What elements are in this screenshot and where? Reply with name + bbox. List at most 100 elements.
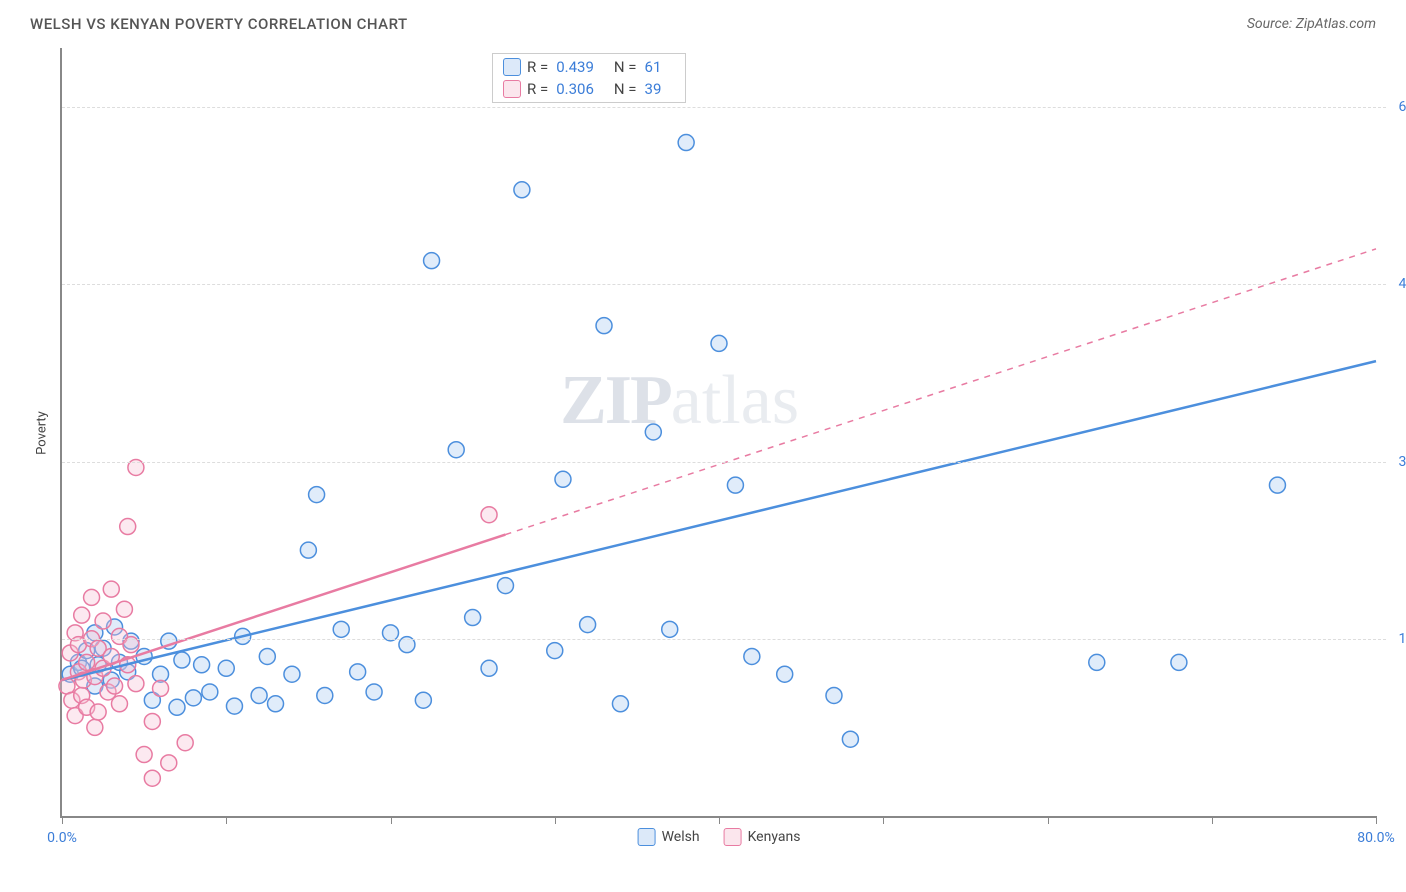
data-point	[218, 660, 234, 676]
x-tick	[391, 816, 392, 824]
data-point	[645, 424, 661, 440]
x-tick	[719, 816, 720, 824]
data-point	[842, 731, 858, 747]
legend-item: Kenyans	[724, 828, 801, 846]
legend-row: R = 0.439 N = 61	[503, 56, 675, 78]
data-point	[317, 687, 333, 703]
legend-swatch	[638, 828, 656, 846]
trend-line	[62, 361, 1376, 680]
data-point	[120, 519, 136, 535]
legend-swatch	[724, 828, 742, 846]
legend-item-label: Kenyans	[748, 829, 801, 845]
data-point	[251, 687, 267, 703]
grid-line	[62, 462, 1386, 463]
data-point	[1269, 477, 1285, 493]
data-point	[727, 477, 743, 493]
data-point	[415, 692, 431, 708]
legend-r-label: R =	[527, 58, 548, 76]
grid-line	[62, 107, 1386, 108]
series-legend: Welsh Kenyans	[638, 828, 801, 846]
data-point	[136, 747, 152, 763]
legend-item: Welsh	[638, 828, 700, 846]
data-point	[202, 684, 218, 700]
data-point	[1089, 654, 1105, 670]
grid-line	[62, 284, 1386, 285]
data-point	[333, 621, 349, 637]
data-point	[547, 643, 563, 659]
data-point	[777, 666, 793, 682]
x-tick	[62, 816, 63, 824]
data-point	[350, 664, 366, 680]
data-point	[662, 621, 678, 637]
data-point	[284, 666, 300, 682]
legend-item-label: Welsh	[662, 829, 700, 845]
data-point	[268, 696, 284, 712]
data-point	[169, 699, 185, 715]
x-tick	[883, 816, 884, 824]
legend-swatch	[503, 80, 521, 98]
y-tick-label: 15.0%	[1398, 631, 1406, 647]
data-point	[194, 657, 210, 673]
data-point	[79, 654, 95, 670]
data-point	[177, 735, 193, 751]
y-axis-label: Poverty	[34, 411, 49, 455]
data-point	[309, 487, 325, 503]
x-tick	[1048, 816, 1049, 824]
y-tick-label: 45.0%	[1398, 276, 1406, 292]
data-point	[300, 542, 316, 558]
chart-header: WELSH VS KENYAN POVERTY CORRELATION CHAR…	[10, 10, 1396, 38]
data-point	[678, 135, 694, 151]
data-point	[711, 335, 727, 351]
source-label: Source: ZipAtlas.com	[1247, 16, 1376, 32]
data-point	[1171, 654, 1187, 670]
correlation-legend: R = 0.439 N = 61 R = 0.306 N = 39	[492, 53, 686, 103]
data-point	[465, 610, 481, 626]
data-point	[153, 680, 169, 696]
legend-r-value: 0.439	[556, 58, 594, 76]
y-tick-label: 60.0%	[1398, 99, 1406, 115]
data-point	[103, 581, 119, 597]
data-point	[259, 648, 275, 664]
x-tick-label: 80.0%	[1357, 830, 1395, 846]
data-point	[497, 578, 513, 594]
data-point	[580, 617, 596, 633]
data-point	[596, 318, 612, 334]
legend-n-value: 61	[645, 58, 662, 76]
data-point	[74, 607, 90, 623]
x-tick	[1212, 816, 1213, 824]
data-point	[448, 442, 464, 458]
data-point	[84, 589, 100, 605]
data-point	[555, 471, 571, 487]
data-point	[144, 770, 160, 786]
legend-r-label: R =	[527, 80, 548, 98]
legend-n-label: N =	[614, 58, 637, 76]
legend-n-label: N =	[614, 80, 637, 98]
data-point	[174, 652, 190, 668]
y-tick-label: 30.0%	[1398, 454, 1406, 470]
data-point	[481, 507, 497, 523]
x-tick	[555, 816, 556, 824]
data-point	[424, 253, 440, 269]
data-point	[744, 648, 760, 664]
grid-line	[62, 639, 1386, 640]
data-point	[107, 678, 123, 694]
data-point	[128, 676, 144, 692]
data-point	[90, 704, 106, 720]
legend-row: R = 0.306 N = 39	[503, 78, 675, 100]
legend-r-value: 0.306	[556, 80, 594, 98]
data-point	[95, 613, 111, 629]
scatter-svg	[62, 48, 1376, 816]
data-point	[87, 719, 103, 735]
data-point	[514, 182, 530, 198]
data-point	[144, 713, 160, 729]
chart-wrapper: Poverty ZIPatlas R =0.439N =61R =0.306N …	[30, 48, 1376, 818]
data-point	[185, 690, 201, 706]
x-tick	[226, 816, 227, 824]
data-point	[116, 601, 132, 617]
chart-title: WELSH VS KENYAN POVERTY CORRELATION CHAR…	[30, 15, 408, 33]
data-point	[226, 698, 242, 714]
plot-area: ZIPatlas R =0.439N =61R =0.306N =39 Wels…	[60, 48, 1376, 818]
data-point	[612, 696, 628, 712]
legend-n-value: 39	[645, 80, 662, 98]
data-point	[111, 696, 127, 712]
